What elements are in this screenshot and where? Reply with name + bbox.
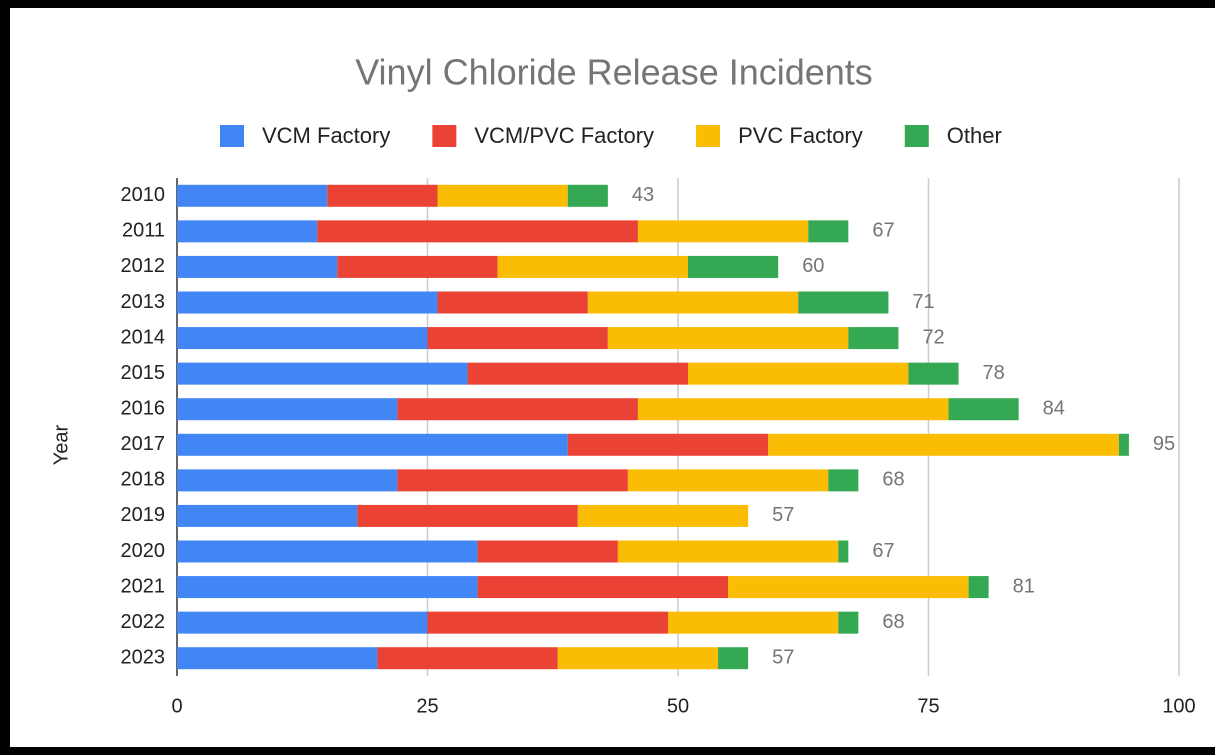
bar-segment xyxy=(617,540,839,563)
bar-segment xyxy=(477,576,729,599)
y-tick-label: 2020 xyxy=(121,540,166,562)
bar-segment xyxy=(427,611,668,634)
bar-segment xyxy=(177,647,378,670)
bar-segment xyxy=(848,327,899,350)
bar-segment xyxy=(327,184,438,207)
y-tick-label: 2013 xyxy=(121,291,166,313)
bar-segment xyxy=(397,398,638,421)
bar-segment xyxy=(177,469,398,492)
bar-segment xyxy=(377,647,558,670)
bar-segment xyxy=(317,220,638,243)
total-label: 71 xyxy=(912,291,934,313)
bar-segment xyxy=(177,576,478,599)
bar-segment xyxy=(177,255,338,278)
y-tick-label: 2010 xyxy=(121,184,166,206)
bar-segment xyxy=(688,362,909,385)
bar-segment xyxy=(607,327,849,350)
y-tick-label: 2012 xyxy=(121,255,166,277)
y-tick-label: 2023 xyxy=(121,646,166,668)
x-tick-label: 100 xyxy=(1162,695,1195,717)
bar-segment xyxy=(728,576,969,599)
total-label: 67 xyxy=(872,220,894,242)
y-tick-label: 2014 xyxy=(121,326,166,348)
bar-segment xyxy=(337,255,498,278)
legend-swatch xyxy=(432,125,457,147)
bar-segment xyxy=(427,327,608,350)
bar-segment xyxy=(577,504,749,527)
bar-segment xyxy=(718,647,749,670)
total-label: 68 xyxy=(882,611,904,633)
bar-segment xyxy=(768,433,1119,456)
y-tick-label: 2017 xyxy=(121,433,166,455)
bar-segment xyxy=(587,291,799,314)
y-axis-label: Year xyxy=(50,424,72,465)
legend-label: VCM/PVC Factory xyxy=(474,123,654,148)
total-label: 57 xyxy=(772,646,794,668)
bar-segment xyxy=(1118,433,1129,456)
total-label: 67 xyxy=(872,540,894,562)
x-tick-label: 25 xyxy=(416,695,438,717)
bar-segment xyxy=(177,398,398,421)
bar-segment xyxy=(467,362,689,385)
bar-segment xyxy=(177,504,358,527)
bar-segment xyxy=(477,540,618,563)
chart-title: Vinyl Chloride Release Incidents xyxy=(355,52,873,93)
bar-segment xyxy=(838,611,859,634)
bar-segment xyxy=(808,220,849,243)
bar-segment xyxy=(177,362,468,385)
bar-segment xyxy=(177,184,328,207)
bar-segment xyxy=(627,469,829,492)
legend-swatch xyxy=(904,125,929,147)
total-label: 95 xyxy=(1153,433,1175,455)
bar-segment xyxy=(397,469,628,492)
bar-segment xyxy=(497,255,689,278)
x-tick-label: 75 xyxy=(917,695,939,717)
total-label: 81 xyxy=(1013,575,1035,597)
y-tick-label: 2011 xyxy=(122,220,165,242)
total-label: 57 xyxy=(772,504,794,526)
legend-swatch xyxy=(220,125,244,147)
total-label: 60 xyxy=(802,255,824,277)
y-tick-label: 2019 xyxy=(121,504,166,526)
bar-segment xyxy=(437,184,568,207)
bar-segment xyxy=(908,362,959,385)
bar-segment xyxy=(637,220,809,243)
total-label: 72 xyxy=(922,326,944,348)
bar-segment xyxy=(177,611,428,634)
bar-segment xyxy=(828,469,859,492)
bar-segment xyxy=(838,540,849,563)
y-tick-label: 2022 xyxy=(121,611,166,633)
bar-segment xyxy=(177,291,438,314)
bar-segment xyxy=(798,291,889,314)
total-label: 84 xyxy=(1043,397,1065,419)
y-tick-label: 2015 xyxy=(121,362,166,384)
bar-segment xyxy=(567,184,608,207)
bar-segment xyxy=(637,398,949,421)
legend-label: Other xyxy=(947,123,1002,148)
bar-segment xyxy=(177,327,428,350)
total-label: 68 xyxy=(882,469,904,491)
x-tick-label: 50 xyxy=(667,695,689,717)
bar-segment xyxy=(948,398,1019,421)
y-tick-label: 2021 xyxy=(121,575,166,597)
legend-label: VCM Factory xyxy=(262,123,390,148)
y-tick-label: 2016 xyxy=(121,397,166,419)
bar-segment xyxy=(177,433,568,456)
bar-segment xyxy=(968,576,989,599)
bar-segment xyxy=(567,433,769,456)
y-tick-label: 2018 xyxy=(121,469,166,491)
total-label: 43 xyxy=(632,184,654,206)
bar-segment xyxy=(437,291,588,314)
bar-segment xyxy=(177,220,318,243)
total-label: 78 xyxy=(983,362,1005,384)
x-tick-label: 0 xyxy=(171,695,182,717)
bar-segment xyxy=(177,540,478,563)
bar-segment xyxy=(357,504,578,527)
bar-segment xyxy=(557,647,719,670)
legend-swatch xyxy=(696,125,721,147)
legend-label: PVC Factory xyxy=(738,123,863,148)
bar-segment xyxy=(667,611,839,634)
bar-segment xyxy=(688,255,779,278)
